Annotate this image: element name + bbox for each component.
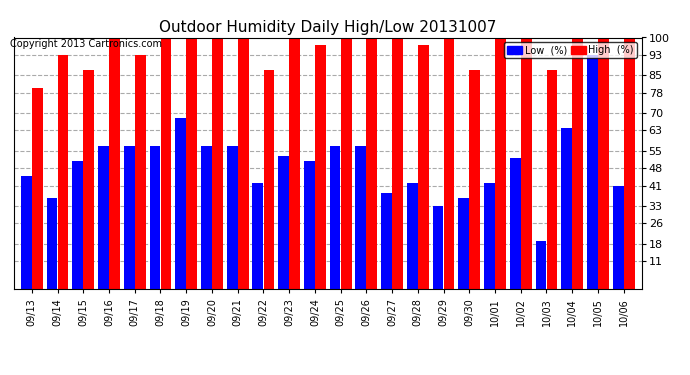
Bar (392, 38, 403, 289)
Bar (161, 38, 171, 289)
Bar (521, 38, 532, 289)
Bar (109, 38, 120, 289)
Bar (58, 55, 68, 289)
Bar (495, 38, 506, 289)
Bar (289, 38, 300, 289)
Bar (47, 198, 57, 289)
Bar (535, 241, 546, 289)
Bar (227, 146, 237, 289)
Bar (175, 118, 186, 289)
Bar (624, 38, 635, 289)
Bar (201, 146, 212, 289)
Legend: Low  (%), High  (%): Low (%), High (%) (504, 42, 637, 58)
Bar (150, 146, 160, 289)
Bar (587, 55, 598, 289)
Bar (135, 55, 146, 289)
Bar (444, 38, 455, 289)
Bar (510, 158, 521, 289)
Bar (238, 38, 248, 289)
Bar (72, 160, 83, 289)
Bar (458, 198, 469, 289)
Bar (32, 88, 43, 289)
Bar (407, 183, 417, 289)
Bar (186, 38, 197, 289)
Bar (572, 38, 583, 289)
Bar (366, 38, 377, 289)
Bar (21, 176, 32, 289)
Bar (98, 146, 109, 289)
Bar (124, 146, 135, 289)
Bar (264, 70, 275, 289)
Bar (613, 186, 624, 289)
Bar (330, 146, 340, 289)
Bar (315, 45, 326, 289)
Bar (83, 70, 95, 289)
Bar (381, 193, 392, 289)
Bar (561, 128, 572, 289)
Bar (212, 38, 223, 289)
Bar (598, 38, 609, 289)
Bar (433, 206, 444, 289)
Bar (253, 183, 264, 289)
Title: Outdoor Humidity Daily High/Low 20131007: Outdoor Humidity Daily High/Low 20131007 (159, 20, 496, 35)
Bar (278, 156, 289, 289)
Bar (469, 70, 480, 289)
Bar (341, 38, 351, 289)
Bar (484, 183, 495, 289)
Bar (546, 70, 558, 289)
Bar (304, 160, 315, 289)
Text: Copyright 2013 Cartronics.com: Copyright 2013 Cartronics.com (10, 39, 162, 50)
Bar (418, 45, 428, 289)
Bar (355, 146, 366, 289)
